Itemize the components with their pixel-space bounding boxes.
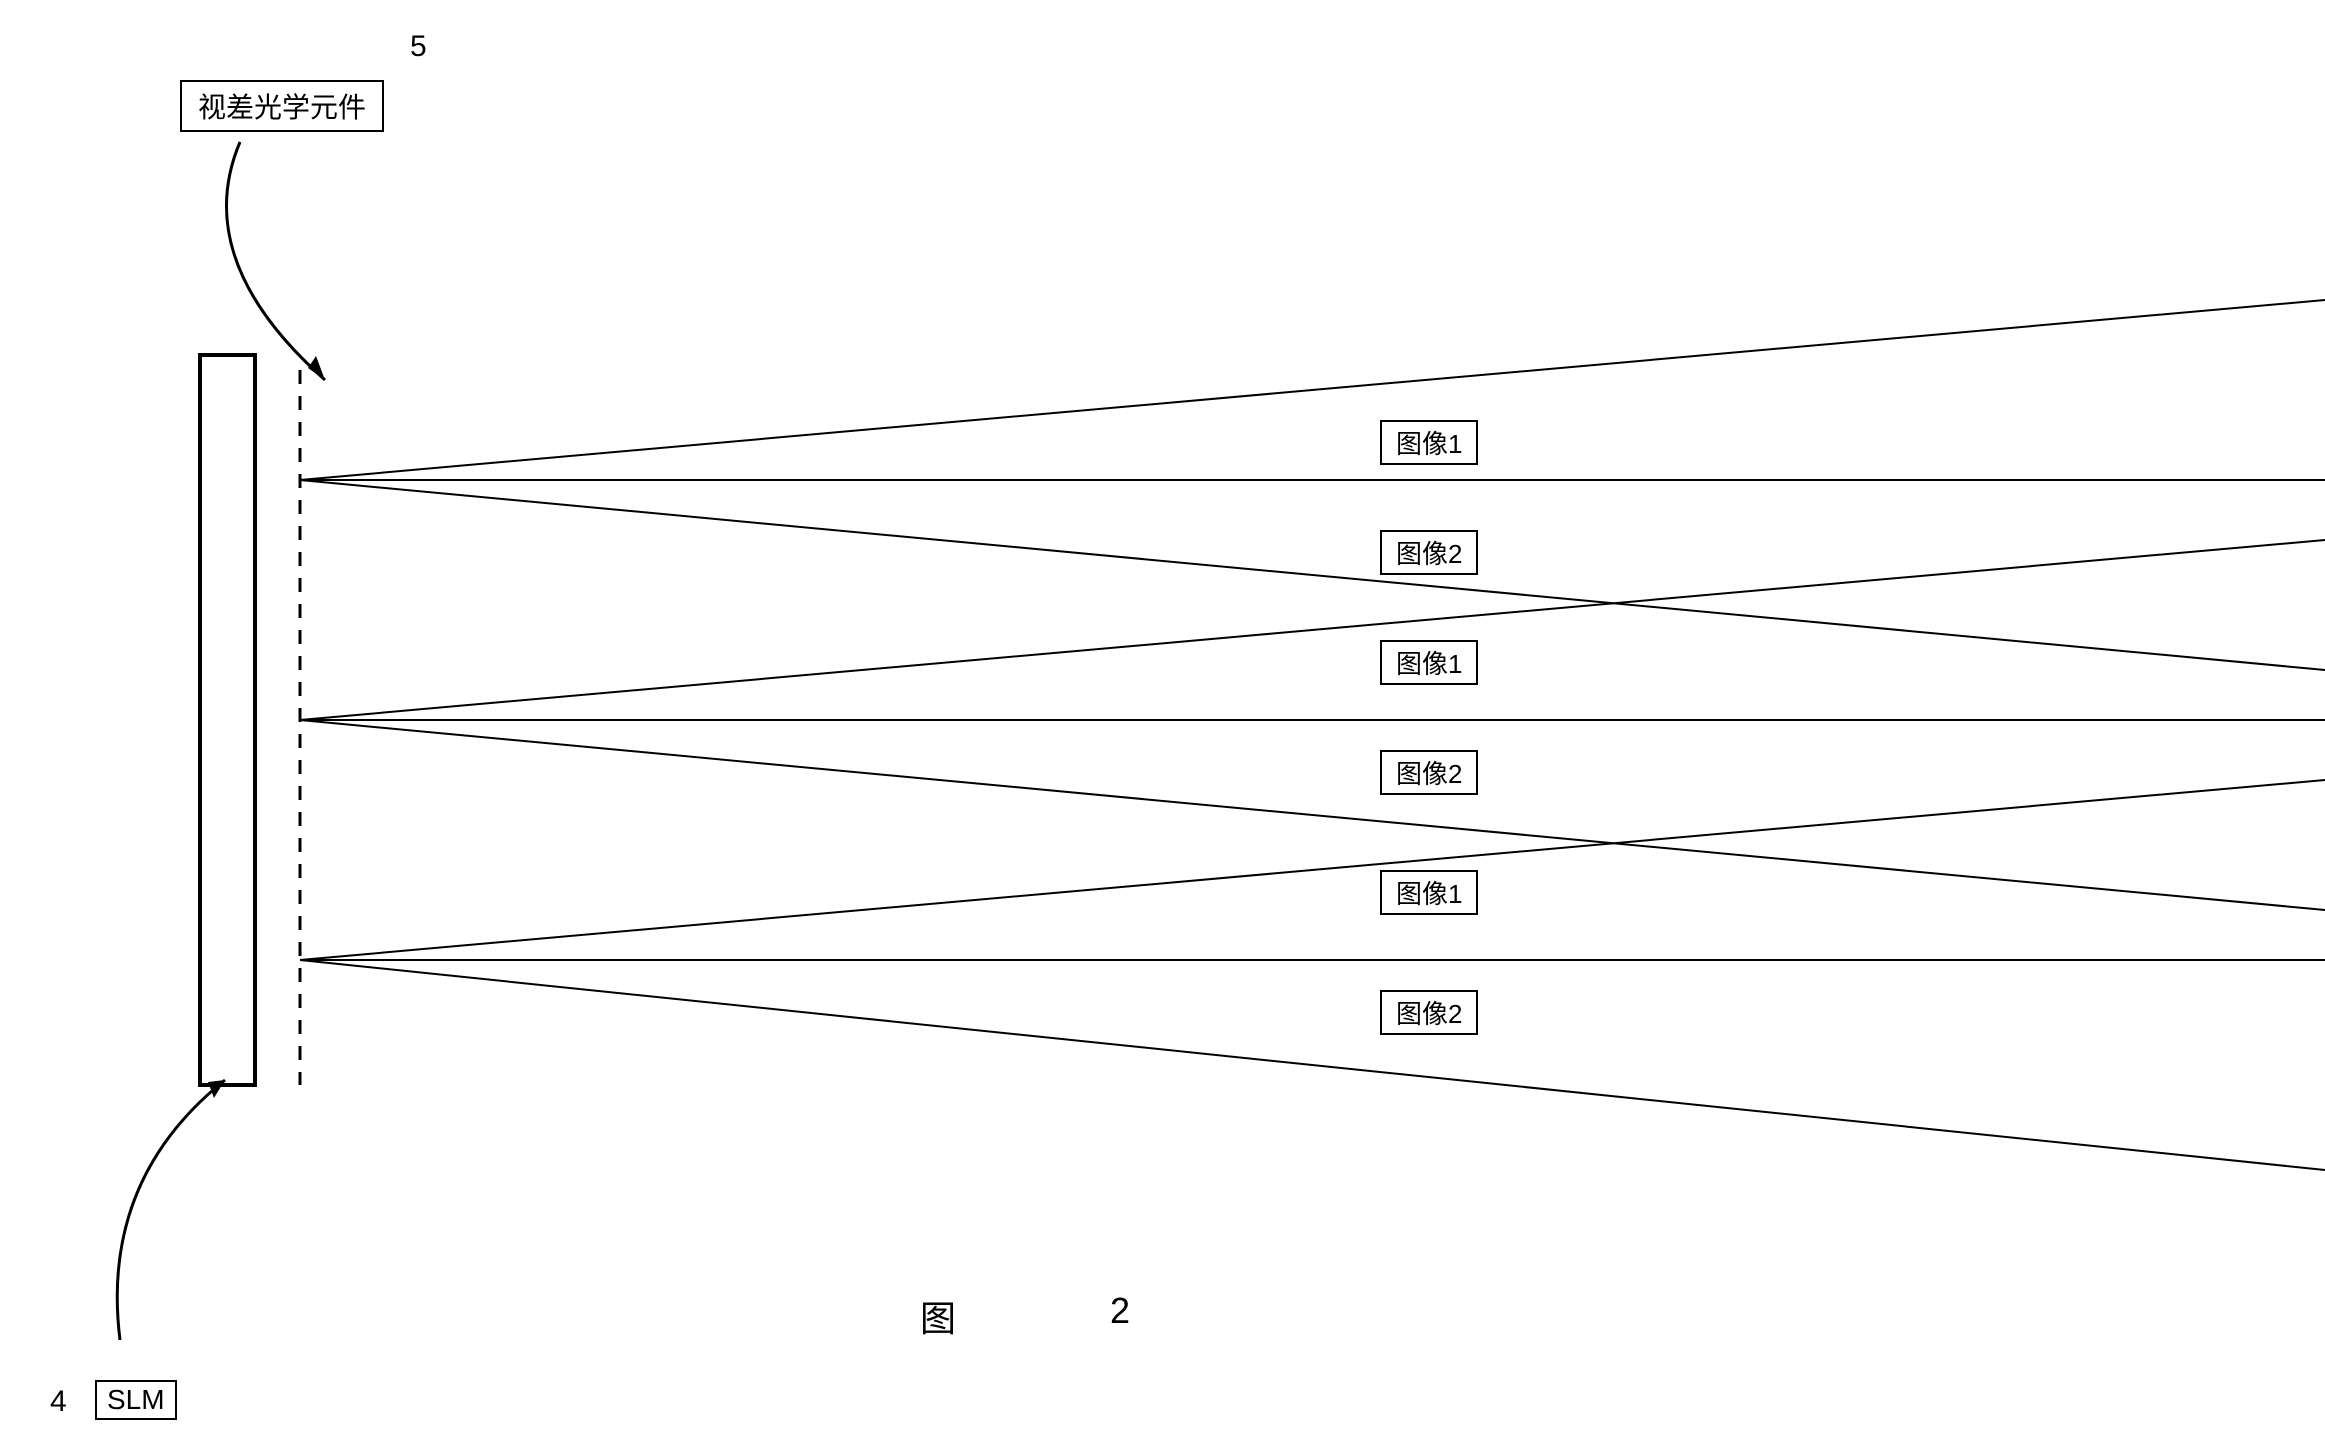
slm-label-text: SLM: [107, 1384, 165, 1415]
parallax-label-text: 视差光学元件: [198, 92, 366, 123]
parallax-arrowhead: [308, 356, 325, 380]
image-label-1: 图像1: [1380, 420, 1478, 465]
parallax-label-box: 视差光学元件: [180, 80, 384, 132]
image-label-5: 图像1: [1380, 870, 1478, 915]
image-label-4: 图像2: [1380, 750, 1478, 795]
slm-ref-num: 4: [50, 1385, 67, 1419]
figure-number: 2: [1110, 1290, 1130, 1332]
image-label-3: 图像1: [1380, 640, 1478, 685]
slm-arrow: [117, 1080, 225, 1340]
parallax-ref-num: 5: [410, 30, 427, 64]
slm-arrowhead: [208, 1080, 225, 1098]
diagram-svg: [0, 0, 2325, 1451]
rays-group: [300, 300, 2325, 1170]
parallax-arrow: [226, 142, 325, 380]
figure-caption: 图: [920, 1290, 956, 1342]
image-label-6: 图像2: [1380, 990, 1478, 1035]
image-label-2: 图像2: [1380, 530, 1478, 575]
slm-label-box: SLM: [95, 1380, 177, 1420]
slm-rect: [200, 355, 255, 1085]
